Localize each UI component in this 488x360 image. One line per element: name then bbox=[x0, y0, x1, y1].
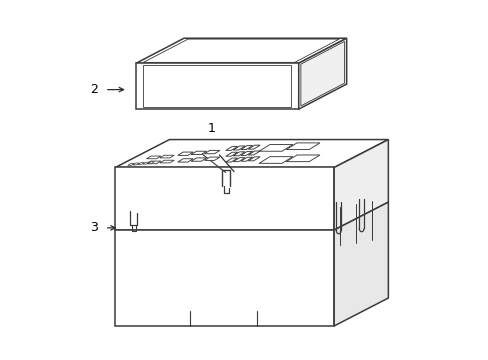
Polygon shape bbox=[248, 157, 260, 161]
Polygon shape bbox=[240, 157, 252, 161]
Polygon shape bbox=[240, 152, 252, 156]
Polygon shape bbox=[233, 152, 244, 156]
Polygon shape bbox=[147, 162, 154, 164]
Polygon shape bbox=[142, 162, 149, 164]
Polygon shape bbox=[204, 150, 220, 154]
Polygon shape bbox=[285, 143, 319, 149]
Polygon shape bbox=[160, 160, 174, 163]
Text: 1: 1 bbox=[207, 122, 215, 135]
Text: 3: 3 bbox=[90, 221, 98, 234]
Polygon shape bbox=[136, 38, 346, 63]
Polygon shape bbox=[127, 163, 134, 165]
Polygon shape bbox=[248, 151, 260, 155]
Polygon shape bbox=[191, 158, 206, 161]
Polygon shape bbox=[204, 157, 220, 161]
Polygon shape bbox=[333, 140, 387, 230]
Polygon shape bbox=[225, 147, 237, 150]
Polygon shape bbox=[115, 140, 387, 167]
Polygon shape bbox=[191, 151, 206, 154]
Polygon shape bbox=[248, 145, 260, 149]
Polygon shape bbox=[178, 152, 193, 156]
Polygon shape bbox=[146, 161, 161, 164]
Polygon shape bbox=[138, 163, 144, 165]
Polygon shape bbox=[115, 167, 333, 230]
Polygon shape bbox=[136, 63, 298, 109]
Polygon shape bbox=[259, 145, 292, 151]
Polygon shape bbox=[259, 157, 292, 163]
Text: 2: 2 bbox=[90, 83, 98, 96]
Polygon shape bbox=[240, 145, 252, 149]
Polygon shape bbox=[233, 158, 244, 162]
Polygon shape bbox=[146, 156, 161, 159]
Polygon shape bbox=[333, 202, 387, 326]
Polygon shape bbox=[298, 38, 346, 109]
Polygon shape bbox=[233, 146, 244, 150]
Polygon shape bbox=[115, 230, 333, 326]
Polygon shape bbox=[160, 155, 174, 158]
Polygon shape bbox=[225, 158, 237, 162]
Polygon shape bbox=[132, 163, 139, 165]
Polygon shape bbox=[285, 155, 319, 162]
Polygon shape bbox=[225, 152, 237, 156]
Polygon shape bbox=[178, 159, 193, 162]
